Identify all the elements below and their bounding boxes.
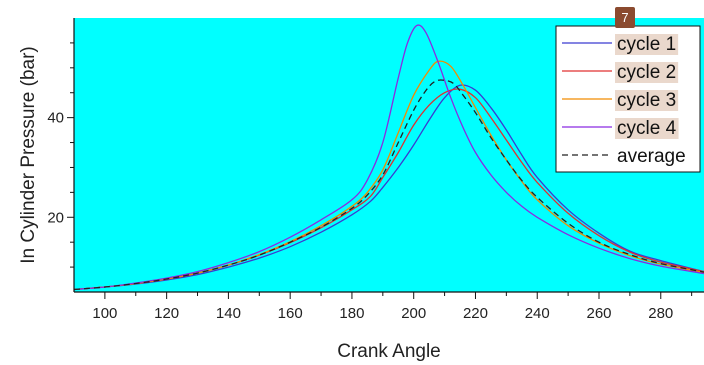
legend-label: cycle 4 [617,118,677,139]
x-tick-label: 140 [216,305,241,322]
x-tick-label: 180 [339,305,364,322]
x-tick-label: 200 [401,305,426,322]
legend-badge-label: 7 [621,10,628,25]
legend-label: average [617,146,686,167]
y-tick-label: 40 [47,110,64,127]
series-line-1 [73,84,704,291]
x-tick-label: 100 [92,305,117,322]
x-axis-label: Crank Angle [337,341,441,362]
x-tick-label: 220 [463,305,488,322]
series-line-4 [73,24,704,291]
legend-label: cycle 3 [617,90,676,111]
legend-label-highlight [615,34,679,55]
legend-badge [615,7,635,28]
y-tick-label: 20 [47,209,64,226]
legend: cycle 1 cycle 2 cycle 3 cycle 4 average 7 [555,7,701,173]
x-tick-label: 280 [648,305,673,322]
legend-label-highlight [615,62,679,83]
axes-layer: 100 120 140 160 180 200 220 240 260 280 20 40 [47,18,704,322]
x-tick-label: 260 [586,305,611,322]
x-tick-label: 240 [525,305,550,322]
legend-label: cycle 2 [617,62,676,83]
legend-label-highlight [615,118,679,139]
legend-label: cycle 1 [617,34,676,55]
x-tick-label: 120 [154,305,179,322]
y-axis-label: In Cylinder Pressure (bar) [18,46,39,264]
series-line-5 [73,79,704,291]
series-layer [73,24,704,291]
legend-label-highlight [615,90,679,111]
x-tick-label: 160 [278,305,303,322]
